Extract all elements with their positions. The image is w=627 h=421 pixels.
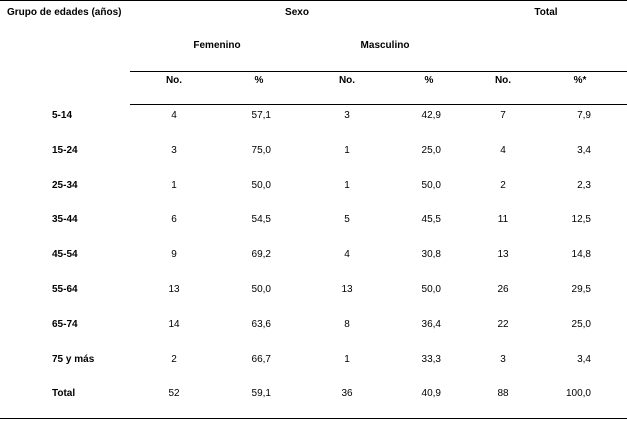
- cell-female-pct: 57,1: [251, 110, 271, 121]
- cell-male-no: 13: [341, 284, 353, 295]
- cell-male-pct: 40,9: [421, 388, 441, 399]
- cell-male-pct: 33,3: [421, 354, 441, 365]
- cell-male-no: 3: [344, 110, 350, 121]
- header-male: Masculino: [360, 40, 410, 51]
- cell-total-no: 22: [497, 319, 509, 330]
- cell-female-pct: 50,0: [251, 284, 271, 295]
- header-sex: Sexo: [285, 7, 309, 18]
- age-group-label: 65-74: [52, 319, 78, 330]
- age-group-label: 15-24: [52, 145, 78, 156]
- cell-total-no: 26: [497, 284, 509, 295]
- cell-male-pct: 42,9: [421, 110, 441, 121]
- cell-male-pct: 45,5: [421, 214, 441, 225]
- col-female-pct: %: [254, 75, 264, 86]
- cell-female-no: 1: [171, 180, 177, 191]
- cell-male-pct: 36,4: [421, 319, 441, 330]
- cell-male-no: 5: [344, 214, 350, 225]
- cell-total-no: 7: [500, 110, 506, 121]
- cell-female-pct: 66,7: [251, 354, 271, 365]
- cell-female-no: 4: [171, 110, 177, 121]
- cell-total-no: 11: [497, 214, 509, 225]
- cell-female-pct: 75,0: [251, 145, 271, 156]
- cell-female-no: 13: [168, 284, 180, 295]
- cell-male-no: 36: [341, 388, 353, 399]
- cell-female-pct: 59,1: [251, 388, 271, 399]
- cell-total-pct: 2,3: [577, 180, 591, 191]
- header-age-group: Grupo de edades (años): [7, 7, 122, 18]
- cell-total-pct: 25,0: [571, 319, 591, 330]
- col-male-no: No.: [338, 75, 356, 86]
- age-group-label: 25-34: [52, 180, 78, 191]
- cell-total-no: 88: [497, 388, 509, 399]
- subheader-rule-top: [130, 71, 627, 72]
- cell-male-no: 8: [344, 319, 350, 330]
- cell-female-no: 3: [171, 145, 177, 156]
- cell-female-no: 2: [171, 354, 177, 365]
- col-male-pct: %: [424, 75, 434, 86]
- age-group-label: 45-54: [52, 249, 78, 260]
- age-group-label: Total: [52, 388, 76, 399]
- age-group-label: 75 y más: [52, 354, 95, 365]
- cell-female-pct: 69,2: [251, 249, 271, 260]
- header-total: Total: [534, 7, 558, 18]
- cell-male-no: 1: [344, 354, 350, 365]
- cell-total-pct: 100,0: [565, 388, 591, 399]
- col-total-pct: %*: [573, 75, 587, 86]
- header-female: Femenino: [193, 40, 241, 51]
- cell-female-no: 52: [168, 388, 180, 399]
- cell-total-pct: 7,9: [577, 110, 591, 121]
- cell-female-pct: 54,5: [251, 214, 271, 225]
- top-rule: [0, 0, 627, 1]
- age-group-label: 35-44: [52, 214, 78, 225]
- cell-male-pct: 50,0: [421, 180, 441, 191]
- cell-total-pct: 3,4: [577, 145, 591, 156]
- cell-total-pct: 29,5: [571, 284, 591, 295]
- cell-total-pct: 14,8: [571, 249, 591, 260]
- subheader-rule-bottom: [130, 104, 627, 105]
- cell-total-no: 13: [497, 249, 509, 260]
- age-group-label: 5-14: [52, 110, 73, 121]
- cell-female-pct: 63,6: [251, 319, 271, 330]
- cell-female-no: 14: [168, 319, 180, 330]
- cell-male-no: 1: [344, 145, 350, 156]
- age-group-label: 55-64: [52, 284, 78, 295]
- cell-female-pct: 50,0: [251, 180, 271, 191]
- cell-total-no: 3: [500, 354, 506, 365]
- cell-male-pct: 25,0: [421, 145, 441, 156]
- cell-female-no: 6: [171, 214, 177, 225]
- cell-male-no: 4: [344, 249, 350, 260]
- col-female-no: No.: [165, 75, 183, 86]
- cell-total-no: 4: [500, 145, 506, 156]
- cell-male-pct: 50,0: [421, 284, 441, 295]
- cell-male-no: 1: [344, 180, 350, 191]
- cell-total-no: 2: [500, 180, 506, 191]
- bottom-rule: [0, 418, 627, 419]
- cell-male-pct: 30,8: [421, 249, 441, 260]
- col-total-no: No.: [494, 75, 512, 86]
- cell-total-pct: 3,4: [577, 354, 591, 365]
- cell-female-no: 9: [171, 249, 177, 260]
- cell-total-pct: 12,5: [571, 214, 591, 225]
